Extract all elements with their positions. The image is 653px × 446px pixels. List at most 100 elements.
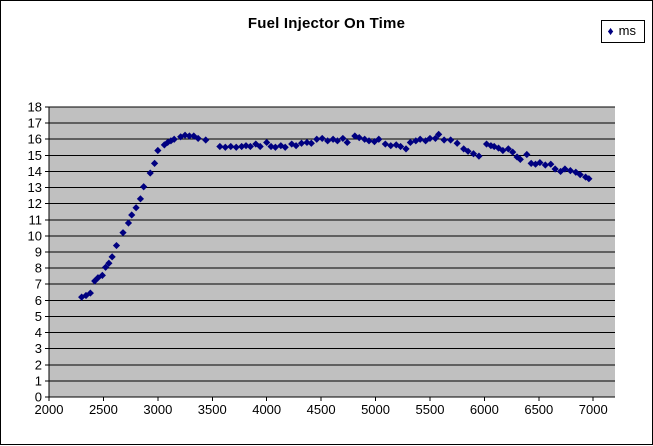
data-point [355, 134, 363, 142]
chart-title: Fuel Injector On Time [247, 15, 406, 32]
data-point [487, 142, 495, 150]
data-point [513, 153, 521, 161]
x-tick-label: 5000 [361, 402, 390, 417]
y-tick-label: 0 [35, 390, 42, 405]
data-point [499, 146, 507, 155]
data-point [150, 159, 159, 167]
data-point [381, 140, 389, 148]
data-point [246, 142, 254, 151]
data-point [313, 135, 321, 143]
data-point [523, 150, 531, 159]
data-point [263, 138, 271, 147]
data-point [435, 130, 443, 138]
data-point [572, 168, 580, 176]
data-point [431, 134, 440, 143]
data-point [271, 143, 279, 151]
legend-label: ms [618, 23, 636, 38]
x-tick-label: 7000 [579, 402, 608, 417]
data-point [232, 143, 240, 151]
y-tick-label: 18 [28, 100, 42, 115]
y-tick-label: 14 [28, 164, 42, 179]
data-point [402, 145, 410, 153]
x-axis-ticks: 2000 2500 3000 3500 4000 4500 5000 5500 6000 6500… [35, 397, 608, 417]
data-point [490, 142, 498, 151]
data-point [416, 135, 424, 143]
data-point [119, 229, 127, 237]
data-point [105, 259, 113, 267]
data-point [426, 134, 434, 143]
data-point [412, 137, 420, 145]
data-point [108, 253, 116, 261]
data-point [482, 140, 491, 148]
data-point [396, 142, 405, 151]
data-point [422, 137, 430, 145]
data-point [202, 136, 210, 144]
data-point [576, 171, 584, 179]
data-point [102, 263, 110, 271]
data-point [475, 152, 483, 160]
data-point [221, 143, 229, 151]
data-point [136, 195, 145, 203]
data-points [78, 130, 593, 301]
data-point [361, 135, 369, 143]
x-tick-label: 2500 [89, 402, 118, 417]
x-tick-label: 5500 [416, 402, 445, 417]
data-point [132, 204, 140, 212]
data-point [292, 142, 300, 150]
data-point [469, 150, 478, 158]
data-point [170, 135, 178, 143]
legend[interactable]: ♦ ms [600, 20, 645, 44]
data-point [281, 143, 289, 151]
y-tick-label: 9 [35, 245, 42, 260]
data-point [194, 134, 202, 143]
data-point [406, 138, 414, 147]
data-point [531, 160, 540, 168]
data-point [185, 132, 194, 140]
data-point [343, 138, 351, 147]
data-point [297, 139, 306, 147]
data-point [154, 146, 162, 155]
data-point [112, 241, 121, 250]
diamond-marker-icon: ♦ [607, 24, 614, 39]
data-point [124, 219, 133, 227]
y-tick-label: 16 [28, 132, 42, 147]
data-point [556, 167, 565, 176]
data-point [277, 142, 285, 150]
data-point [375, 135, 383, 143]
data-point [541, 161, 549, 169]
x-tick-label: 3000 [143, 402, 172, 417]
data-point [256, 142, 264, 151]
data-point [128, 211, 136, 219]
data-point [509, 148, 517, 156]
data-point [561, 165, 569, 173]
y-tick-label: 1 [35, 373, 42, 388]
y-tick-label: 7 [35, 277, 42, 292]
y-tick-label: 15 [28, 148, 42, 163]
data-point [146, 169, 154, 177]
y-tick-label: 4 [35, 325, 42, 340]
y-tick-label: 8 [35, 261, 42, 276]
data-point [365, 137, 373, 145]
y-tick-label: 3 [35, 341, 42, 356]
data-point [453, 139, 461, 147]
data-point [318, 134, 326, 143]
data-point [98, 271, 106, 279]
data-point [566, 167, 574, 175]
data-point [547, 160, 555, 168]
data-point [464, 147, 472, 155]
x-tick-label: 6000 [470, 402, 499, 417]
x-tick-label: 3500 [198, 402, 227, 417]
data-point [351, 132, 359, 140]
y-tick-label: 12 [28, 196, 42, 211]
data-point [329, 135, 337, 143]
x-tick-label: 2000 [35, 402, 64, 417]
x-tick-label: 4500 [307, 402, 336, 417]
x-tick-label: 4000 [252, 402, 281, 417]
data-point [216, 142, 224, 151]
data-point [140, 183, 148, 191]
y-tick-label: 17 [28, 116, 42, 131]
data-point [582, 173, 590, 181]
data-point [339, 134, 347, 143]
